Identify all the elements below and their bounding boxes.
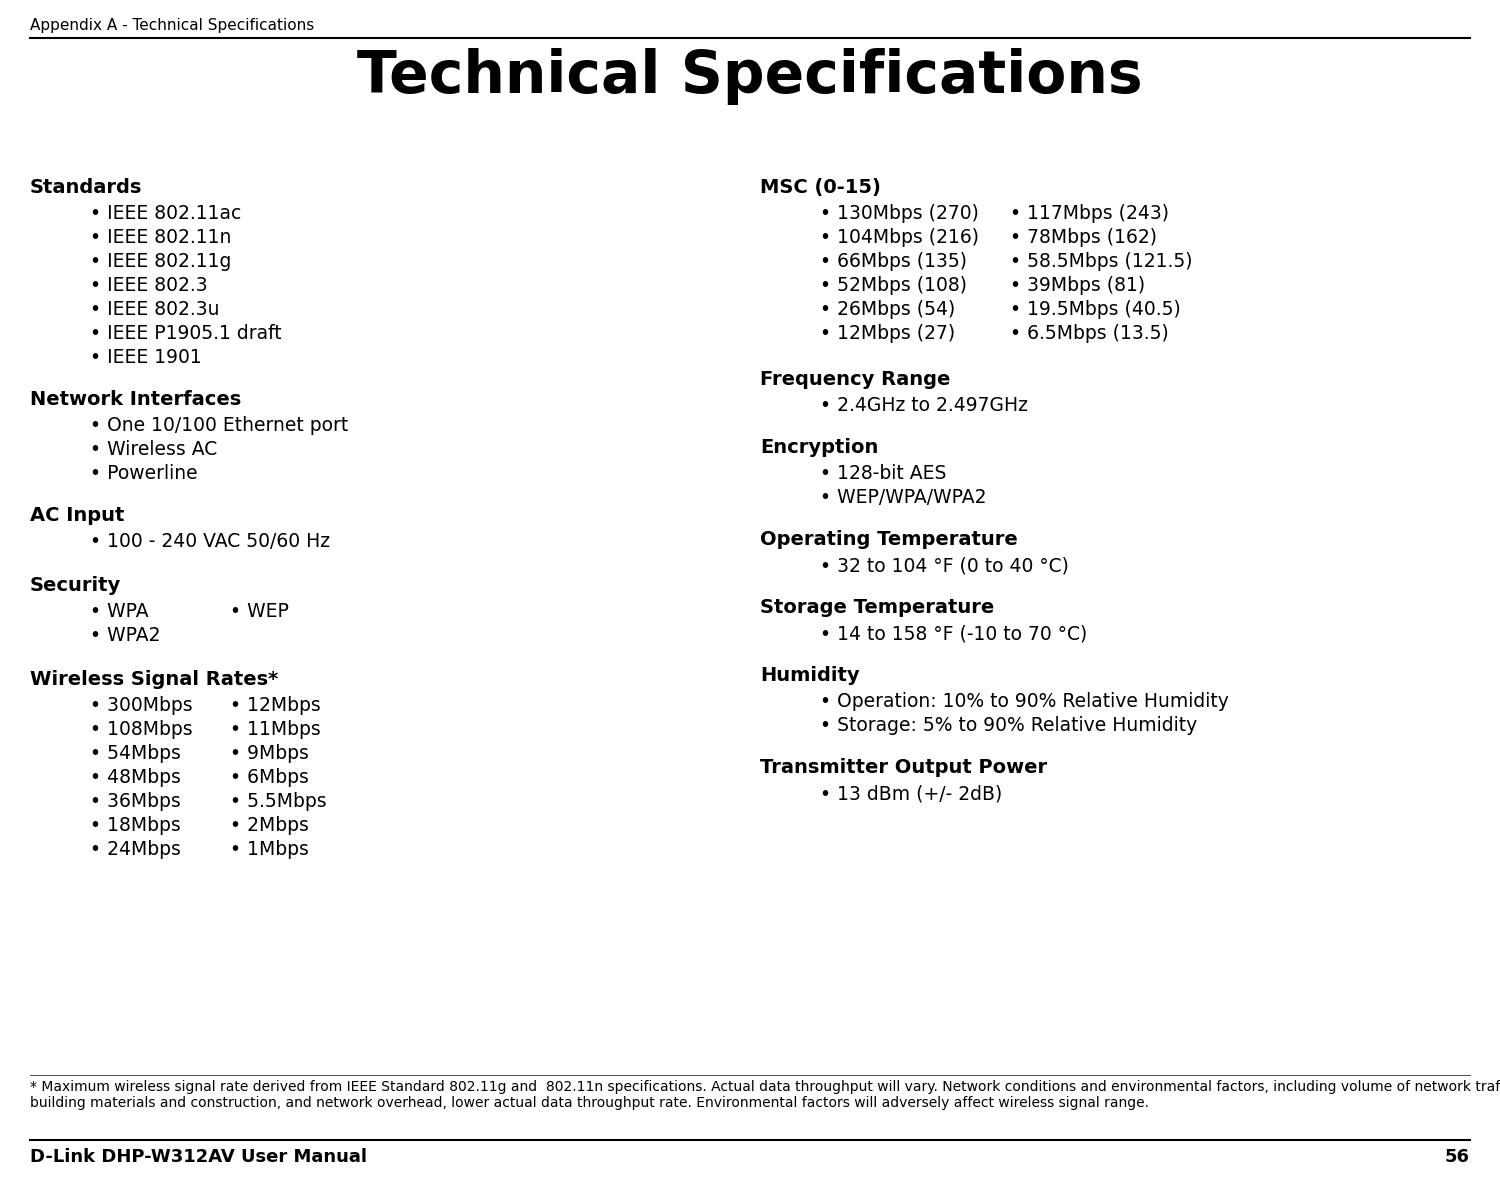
Text: Standards: Standards bbox=[30, 178, 142, 197]
Text: • IEEE 802.11g: • IEEE 802.11g bbox=[90, 252, 231, 271]
Text: • 13 dBm (+/- 2dB): • 13 dBm (+/- 2dB) bbox=[821, 784, 1002, 803]
Text: • 2Mbps: • 2Mbps bbox=[230, 816, 309, 835]
Text: • WEP/WPA/WPA2: • WEP/WPA/WPA2 bbox=[821, 488, 987, 507]
Text: • 5.5Mbps: • 5.5Mbps bbox=[230, 792, 327, 811]
Text: • 11Mbps: • 11Mbps bbox=[230, 721, 321, 738]
Text: 56: 56 bbox=[1444, 1148, 1470, 1166]
Text: • 18Mbps: • 18Mbps bbox=[90, 816, 180, 835]
Text: • IEEE P1905.1 draft: • IEEE P1905.1 draft bbox=[90, 324, 282, 344]
Text: • Powerline: • Powerline bbox=[90, 464, 198, 483]
Text: Wireless Signal Rates*: Wireless Signal Rates* bbox=[30, 670, 279, 690]
Text: • 300Mbps: • 300Mbps bbox=[90, 696, 192, 715]
Text: Frequency Range: Frequency Range bbox=[760, 370, 951, 389]
Text: • 12Mbps: • 12Mbps bbox=[230, 696, 321, 715]
Text: Security: Security bbox=[30, 576, 122, 595]
Text: • 54Mbps: • 54Mbps bbox=[90, 744, 182, 764]
Text: Appendix A - Technical Specifications: Appendix A - Technical Specifications bbox=[30, 18, 315, 33]
Text: • 9Mbps: • 9Mbps bbox=[230, 744, 309, 764]
Text: Network Interfaces: Network Interfaces bbox=[30, 390, 242, 409]
Text: • WPA: • WPA bbox=[90, 602, 148, 622]
Text: • 128-bit AES: • 128-bit AES bbox=[821, 464, 946, 483]
Text: • Storage: 5% to 90% Relative Humidity: • Storage: 5% to 90% Relative Humidity bbox=[821, 716, 1197, 735]
Text: • 52Mbps (108): • 52Mbps (108) bbox=[821, 276, 968, 295]
Text: • IEEE 802.3u: • IEEE 802.3u bbox=[90, 299, 219, 319]
Text: • 24Mbps: • 24Mbps bbox=[90, 840, 182, 859]
Text: AC Input: AC Input bbox=[30, 506, 124, 525]
Text: • 19.5Mbps (40.5): • 19.5Mbps (40.5) bbox=[1010, 299, 1180, 319]
Text: • 1Mbps: • 1Mbps bbox=[230, 840, 309, 859]
Text: • 104Mbps (216): • 104Mbps (216) bbox=[821, 228, 980, 247]
Text: • 78Mbps (162): • 78Mbps (162) bbox=[1010, 228, 1156, 247]
Text: • 117Mbps (243): • 117Mbps (243) bbox=[1010, 204, 1168, 223]
Text: • 12Mbps (27): • 12Mbps (27) bbox=[821, 324, 956, 344]
Text: • 6.5Mbps (13.5): • 6.5Mbps (13.5) bbox=[1010, 324, 1168, 344]
Text: • 26Mbps (54): • 26Mbps (54) bbox=[821, 299, 956, 319]
Text: • One 10/100 Ethernet port: • One 10/100 Ethernet port bbox=[90, 416, 348, 435]
Text: • WPA2: • WPA2 bbox=[90, 626, 160, 645]
Text: • IEEE 802.3: • IEEE 802.3 bbox=[90, 276, 207, 295]
Text: • 14 to 158 °F (-10 to 70 °C): • 14 to 158 °F (-10 to 70 °C) bbox=[821, 624, 1088, 643]
Text: • 100 - 240 VAC 50/60 Hz: • 100 - 240 VAC 50/60 Hz bbox=[90, 532, 330, 551]
Text: Encryption: Encryption bbox=[760, 438, 879, 457]
Text: Transmitter Output Power: Transmitter Output Power bbox=[760, 758, 1047, 777]
Text: Operating Temperature: Operating Temperature bbox=[760, 530, 1017, 549]
Text: • 48Mbps: • 48Mbps bbox=[90, 768, 182, 787]
Text: D-Link DHP-W312AV User Manual: D-Link DHP-W312AV User Manual bbox=[30, 1148, 368, 1166]
Text: • 108Mbps: • 108Mbps bbox=[90, 721, 192, 738]
Text: • 66Mbps (135): • 66Mbps (135) bbox=[821, 252, 968, 271]
Text: • WEP: • WEP bbox=[230, 602, 290, 622]
Text: • 36Mbps: • 36Mbps bbox=[90, 792, 180, 811]
Text: • IEEE 802.11ac: • IEEE 802.11ac bbox=[90, 204, 242, 223]
Text: • 32 to 104 °F (0 to 40 °C): • 32 to 104 °F (0 to 40 °C) bbox=[821, 556, 1070, 575]
Text: • Wireless AC: • Wireless AC bbox=[90, 440, 218, 459]
Text: MSC (0-15): MSC (0-15) bbox=[760, 178, 880, 197]
Text: Technical Specifications: Technical Specifications bbox=[357, 48, 1143, 105]
Text: * Maximum wireless signal rate derived from IEEE Standard 802.11g and  802.11n s: * Maximum wireless signal rate derived f… bbox=[30, 1080, 1500, 1111]
Text: Storage Temperature: Storage Temperature bbox=[760, 598, 994, 617]
Text: • 6Mbps: • 6Mbps bbox=[230, 768, 309, 787]
Text: • 2.4GHz to 2.497GHz: • 2.4GHz to 2.497GHz bbox=[821, 396, 1028, 415]
Text: Humidity: Humidity bbox=[760, 666, 859, 685]
Text: • Operation: 10% to 90% Relative Humidity: • Operation: 10% to 90% Relative Humidit… bbox=[821, 692, 1228, 711]
Text: • IEEE 802.11n: • IEEE 802.11n bbox=[90, 228, 231, 247]
Text: • IEEE 1901: • IEEE 1901 bbox=[90, 348, 201, 367]
Text: • 130Mbps (270): • 130Mbps (270) bbox=[821, 204, 980, 223]
Text: • 58.5Mbps (121.5): • 58.5Mbps (121.5) bbox=[1010, 252, 1192, 271]
Text: • 39Mbps (81): • 39Mbps (81) bbox=[1010, 276, 1144, 295]
